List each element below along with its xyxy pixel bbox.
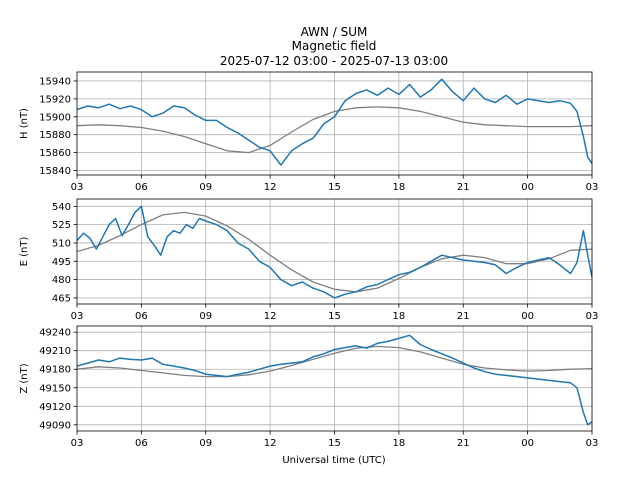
x-tick-label: 03 [71, 311, 84, 322]
y-tick-label: 540 [52, 202, 71, 213]
x-tick-label: 03 [71, 438, 84, 449]
x-tick-label: 21 [457, 438, 470, 449]
x-tick-label: 03 [586, 311, 599, 322]
y-tick-label: 15940 [39, 76, 71, 87]
y-tick-label: 15920 [39, 94, 71, 105]
x-tick-label: 00 [521, 311, 534, 322]
y-tick-label: 49120 [39, 402, 71, 413]
y-tick-label: 15860 [39, 148, 71, 159]
series-line-observed-h [77, 78, 592, 166]
y-tick-label: 465 [52, 293, 71, 304]
series-line-observed-z [77, 334, 592, 426]
y-tick-label: 480 [52, 275, 71, 286]
x-tick-label: 03 [586, 438, 599, 449]
x-tick-label: 06 [135, 182, 148, 193]
title-line-2: Magnetic field [292, 39, 377, 53]
y-tick-label: 49180 [39, 365, 71, 376]
y-tick-label: 49150 [39, 383, 71, 394]
series-line-baseline-h [77, 106, 592, 154]
x-tick-label: 03 [71, 182, 84, 193]
x-tick-label: 12 [264, 311, 277, 322]
panel-frame [76, 325, 593, 432]
x-tick-label: 15 [328, 438, 341, 449]
x-tick-label: 09 [199, 182, 212, 193]
y-tick-label: 49240 [39, 328, 71, 339]
x-tick-label: 15 [328, 182, 341, 193]
x-tick-label: 12 [264, 438, 277, 449]
y-tick-label: 49090 [39, 420, 71, 431]
panel-h: 03 06 09 12 15 18 21 00 031584015860158801590015… [19, 71, 599, 193]
y-tick-label: 495 [52, 257, 71, 268]
y-axis-label: E (nT) [19, 237, 30, 267]
x-tick-label: 00 [521, 182, 534, 193]
x-tick-label: 12 [264, 182, 277, 193]
y-axis-label: Z (nT) [19, 363, 30, 393]
x-tick-label: 18 [393, 182, 406, 193]
x-tick-label: 06 [135, 438, 148, 449]
x-tick-label: 09 [199, 311, 212, 322]
y-axis-label: H (nT) [19, 108, 30, 139]
y-tick-label: 15900 [39, 112, 71, 123]
y-tick-label: 15880 [39, 130, 71, 141]
x-tick-label: 03 [586, 182, 599, 193]
y-tick-label: 510 [52, 238, 71, 249]
panel-z: 03 06 09 12 15 18 21 00 034909049120491504918049… [19, 325, 599, 449]
x-tick-label: 18 [393, 438, 406, 449]
panels: 03 06 09 12 15 18 21 00 031584015860158801590015… [19, 71, 599, 449]
series-line-baseline-e [77, 211, 592, 293]
x-tick-label: 15 [328, 311, 341, 322]
x-tick-label: 00 [521, 438, 534, 449]
title-line-3: 2025-07-12 03:00 - 2025-07-13 03:00 [220, 54, 448, 68]
x-tick-label: 21 [457, 182, 470, 193]
x-tick-label: 21 [457, 311, 470, 322]
panel-frame [76, 198, 593, 305]
series-line-baseline-z [77, 345, 592, 378]
x-axis-label: Universal time (UTC) [282, 455, 385, 466]
y-tick-label: 49210 [39, 346, 71, 357]
y-tick-label: 15840 [39, 166, 71, 177]
x-tick-label: 09 [199, 438, 212, 449]
figure-title: AWN / SUM Magnetic field 2025-07-12 03:0… [220, 25, 448, 68]
x-tick-label: 18 [393, 311, 406, 322]
y-tick-label: 525 [52, 220, 71, 231]
panel-frame [76, 71, 593, 176]
series-line-observed-e [77, 205, 592, 299]
title-line-1: AWN / SUM [301, 25, 368, 39]
x-tick-label: 06 [135, 311, 148, 322]
